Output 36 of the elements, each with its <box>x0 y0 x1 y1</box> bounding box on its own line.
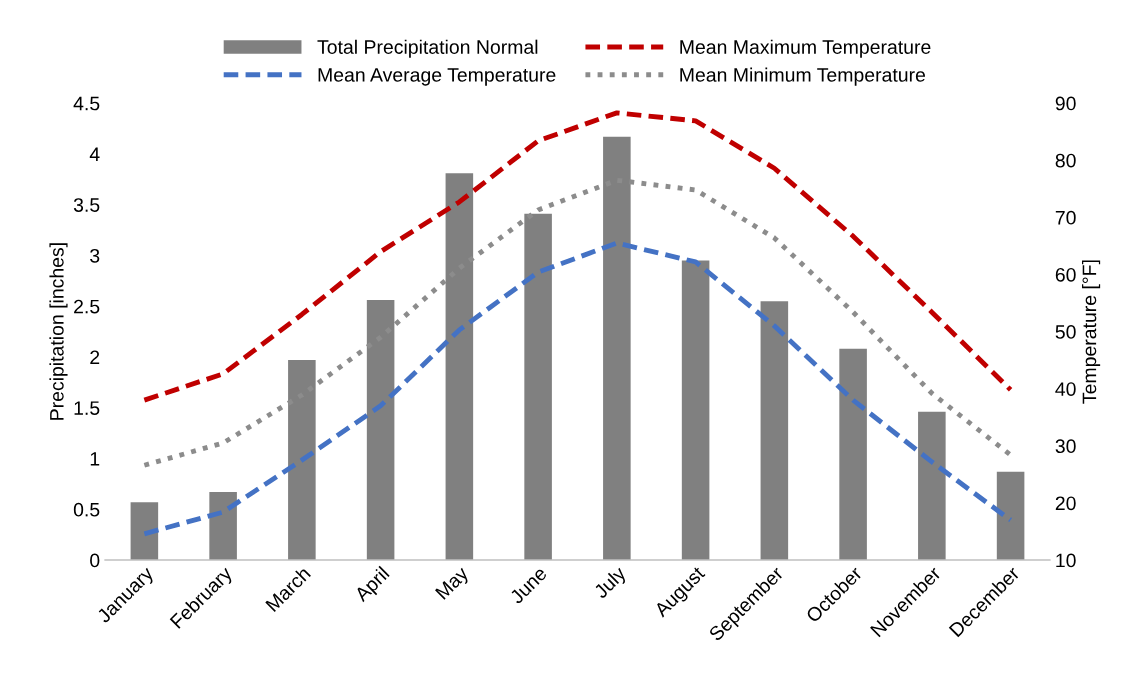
bar <box>760 301 789 561</box>
y-tick-label: 0 <box>90 553 100 568</box>
y-tick-label: 4 <box>89 147 100 161</box>
bar <box>209 492 237 561</box>
bar <box>918 411 946 561</box>
y-tick-label: 4.5 <box>73 96 100 111</box>
y2-tick-label: 70 <box>1055 210 1076 225</box>
y-tick-label: 2.5 <box>74 299 100 314</box>
y2-tick-label: 60 <box>1055 267 1076 282</box>
y-tick-label: 3 <box>90 248 100 263</box>
y2-tick-label: 80 <box>1055 153 1076 168</box>
bar <box>130 502 159 561</box>
line-series <box>141 240 1014 537</box>
legend-label: Total Precipitation Normal <box>317 39 538 58</box>
bar <box>839 348 867 561</box>
y-tick-label: 1.5 <box>74 401 100 415</box>
y2-tick-label: 20 <box>1055 496 1076 511</box>
bar <box>996 471 1025 561</box>
legend-label: Mean Minimum Temperature <box>680 67 926 86</box>
y2-axis-title: Temperature [°F] <box>1082 260 1101 404</box>
y2-tick-label: 40 <box>1055 382 1076 396</box>
legend-label: Mean Maximum Temperature <box>680 39 931 58</box>
y-tick-label: 0.5 <box>73 502 100 517</box>
y-tick-label: 2 <box>90 350 100 365</box>
x-tick-label: May <box>435 565 473 603</box>
y2-tick-label: 90 <box>1055 96 1076 111</box>
y-axis-title: Precipitation [inches] <box>49 243 68 420</box>
x-tick-label: July <box>592 564 630 602</box>
y2-tick-label: 50 <box>1055 325 1076 339</box>
y-tick-label: 1 <box>90 452 100 466</box>
line-series <box>141 110 1014 403</box>
y-tick-label: 3.5 <box>73 198 100 212</box>
bar <box>681 260 710 561</box>
y2-tick-label: 30 <box>1055 439 1076 454</box>
legend-label: Mean Average Temperature <box>318 68 556 86</box>
y2-tick-label: 10 <box>1056 553 1076 568</box>
